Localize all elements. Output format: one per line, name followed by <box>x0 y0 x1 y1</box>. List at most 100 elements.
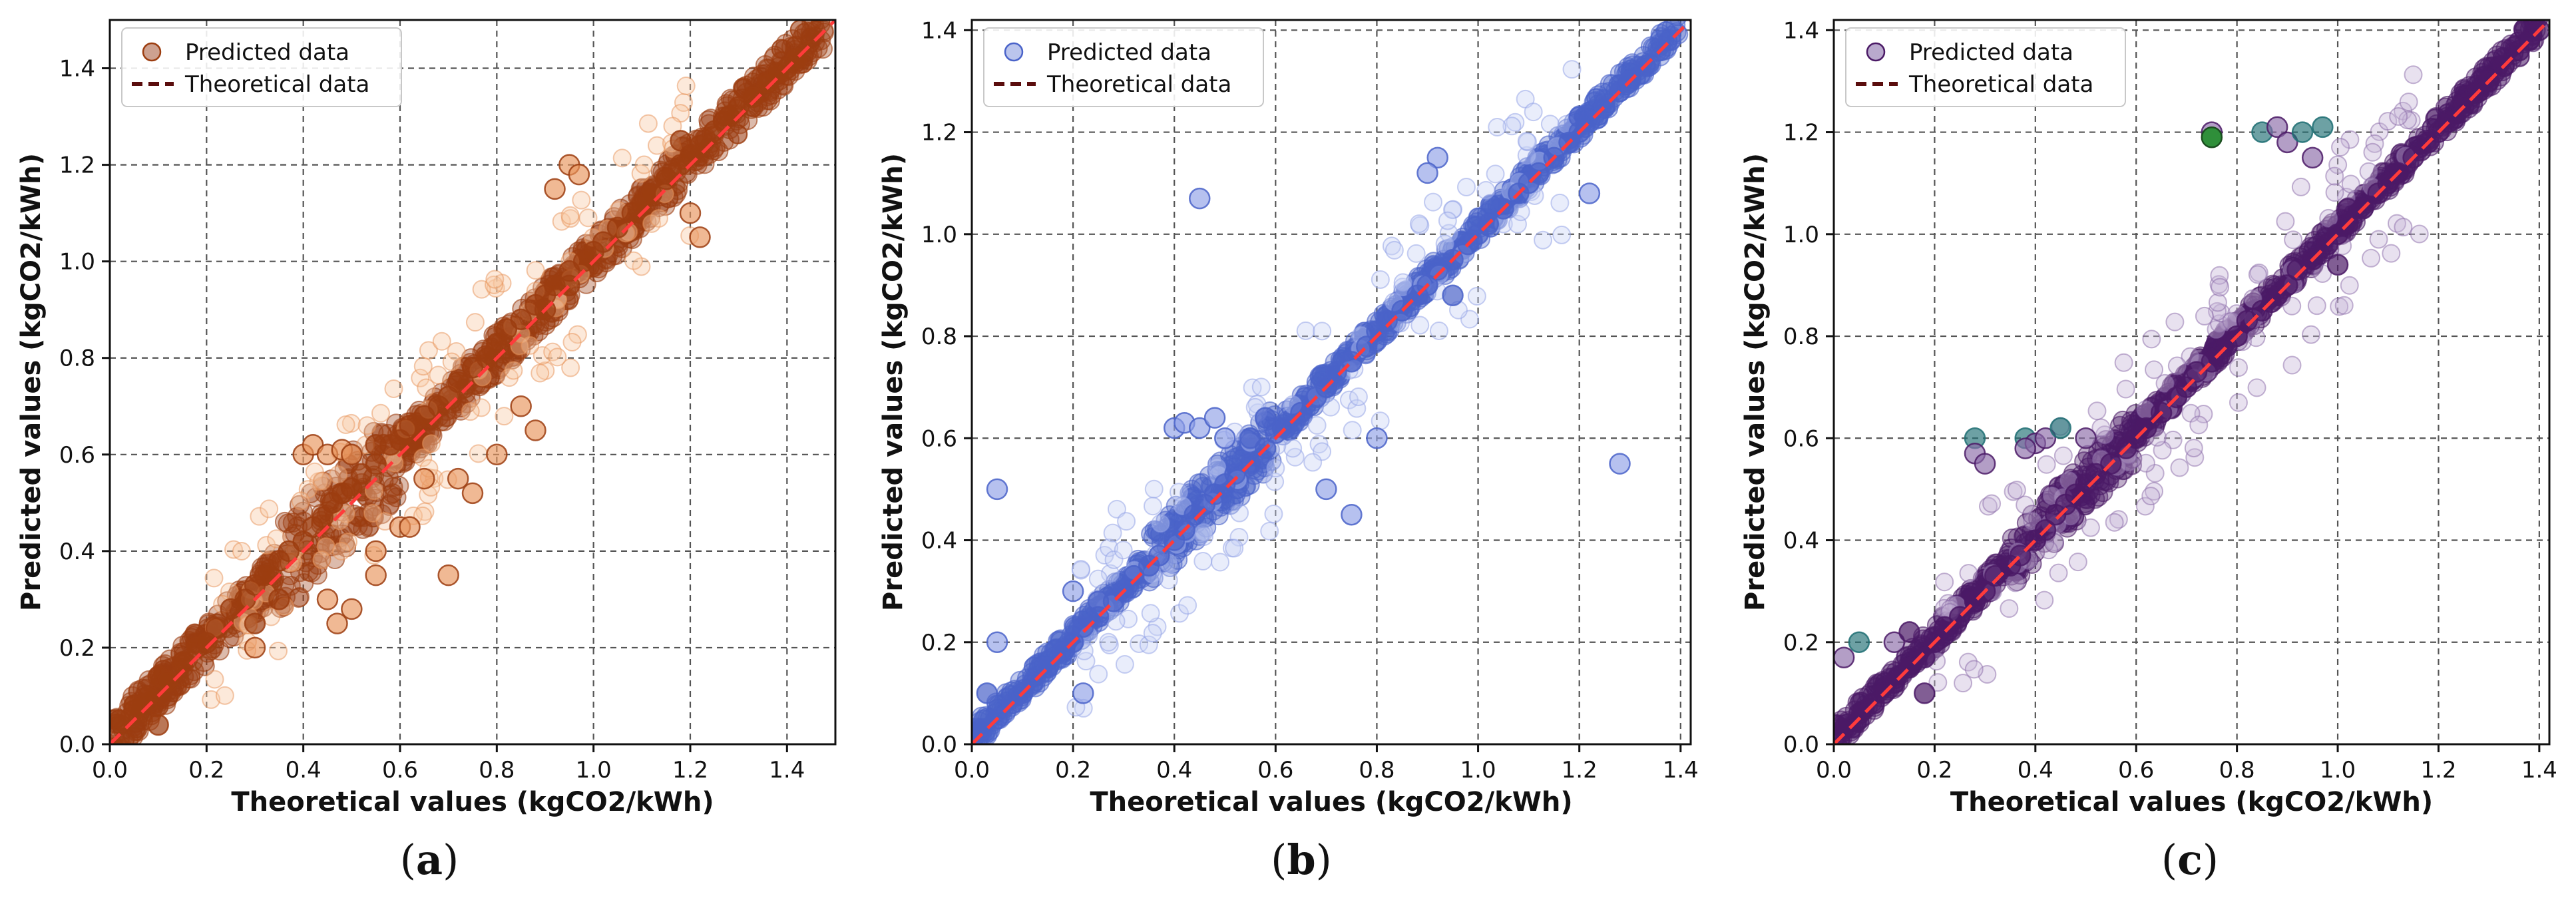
legend-box <box>1845 27 2126 107</box>
scatter-point <box>2211 278 2230 297</box>
scatter-point <box>2053 446 2073 465</box>
caption-b: (b) <box>1271 835 1332 884</box>
x-tick-label: 0.0 <box>954 757 990 784</box>
scatter-point <box>510 395 532 417</box>
legend-marker-predicted <box>1004 42 1024 62</box>
scatter-point <box>1502 116 1522 136</box>
scatter-point <box>1928 673 1948 692</box>
scatter-point <box>123 694 145 717</box>
scatter-point <box>485 275 504 294</box>
y-tick-label: 0.8 <box>921 324 957 350</box>
scatter-point <box>2135 497 2155 516</box>
scatter-point <box>1393 273 1412 292</box>
scatter-point <box>2170 458 2189 477</box>
scatter-point <box>986 478 1008 501</box>
scatter-point <box>1072 682 1094 704</box>
scatter-point <box>357 416 377 435</box>
x-tick-label: 1.2 <box>1562 757 1598 784</box>
scatter-point <box>384 379 403 399</box>
scatter-point <box>2313 264 2332 283</box>
scatter-point <box>521 336 540 355</box>
scatter-point <box>2282 296 2302 316</box>
scatter-point <box>1225 539 1244 558</box>
scatter-point <box>312 551 331 570</box>
scatter-point <box>1467 286 1486 306</box>
x-axis-label: Theoretical values (kgCO2/kWh) <box>1950 787 2433 817</box>
scatter-point <box>472 280 491 299</box>
scatter-point <box>510 308 532 330</box>
scatter-point <box>1568 106 1590 128</box>
scatter-point <box>742 86 764 109</box>
scatter-point <box>1303 453 1323 472</box>
legend-label-theoretical: Theoretical data <box>184 71 369 98</box>
scatter-point <box>2229 358 2249 377</box>
legend-box <box>983 27 1264 107</box>
scatter-point <box>2276 212 2295 231</box>
x-tick-label: 1.0 <box>1460 757 1496 784</box>
scatter-point <box>1349 387 1368 407</box>
y-tick-label: 0.8 <box>1783 324 1819 350</box>
y-tick-label: 0.6 <box>921 425 957 452</box>
scatter-point <box>2189 415 2209 435</box>
scatter-point <box>2141 487 2161 506</box>
scatter-point <box>2359 162 2378 181</box>
scatter-point <box>2362 248 2381 268</box>
scatter-point <box>1260 521 1279 541</box>
scatter-point <box>1207 457 1227 477</box>
scatter-point <box>205 670 224 689</box>
scatter-point <box>429 365 448 385</box>
scatter-point <box>2116 379 2135 399</box>
scatter-point <box>437 564 459 586</box>
scatter-point <box>1071 560 1090 579</box>
scatter-point <box>1429 321 1448 340</box>
y-tick-label: 0.2 <box>921 630 957 656</box>
scatter-point <box>1251 377 1271 397</box>
scatter-point <box>2325 166 2344 186</box>
scatter-point <box>1416 162 1438 184</box>
axes-frame <box>970 19 1692 746</box>
scatter-point <box>495 407 514 426</box>
scatter-point <box>260 499 279 519</box>
scatter-point <box>1343 421 1362 440</box>
scatter-point <box>2325 183 2344 202</box>
y-tick-label: 1.0 <box>59 249 95 276</box>
scatter-point <box>1087 590 1110 612</box>
scatter-point <box>1424 192 1443 212</box>
scatter-point <box>1194 523 1213 542</box>
theoretical-line <box>1834 20 2549 744</box>
y-tick-label: 0.2 <box>59 635 95 662</box>
scatter-point <box>568 163 590 186</box>
scatter-point <box>469 444 488 463</box>
caption-a: (a) <box>399 835 459 884</box>
scatter-point <box>1072 616 1094 638</box>
ticks: 0.0 0.2 0.4 0.6 0.8 1.0 1.2 1.4 0.0 0.2 0.4 0.6 0.8 1… <box>921 17 1699 784</box>
scatter-point <box>2034 427 2057 449</box>
scatter-point <box>1517 132 1536 151</box>
y-axis-label: Predicted values (kgCO2/kWh) <box>1740 153 1771 611</box>
x-tick-label: 1.0 <box>576 757 612 784</box>
scatter-point <box>447 371 469 393</box>
y-tick-label: 0.2 <box>1783 630 1819 656</box>
scatter-point <box>1315 478 1337 501</box>
scatter-point <box>2334 296 2354 315</box>
x-tick-label: 0.8 <box>2219 757 2255 784</box>
scatter-point <box>1371 270 1390 289</box>
theoretical-line <box>972 20 1691 744</box>
scatter-point <box>2006 573 2025 592</box>
scatter-point <box>504 361 523 380</box>
scatter-point <box>2155 373 2175 393</box>
scatter-point <box>442 352 461 371</box>
scatter-point <box>612 148 632 168</box>
scatter-point <box>447 342 466 361</box>
x-tick-label: 0.4 <box>286 757 322 784</box>
scatter-point <box>417 378 436 397</box>
scatter-point <box>647 136 666 155</box>
ticks: 0.0 0.2 0.4 0.6 0.8 1.0 1.2 1.4 0.0 0.2 0.4 0.6 0.8 1… <box>59 56 805 784</box>
y-axis-label: Predicted values (kgCO2/kWh) <box>878 153 909 611</box>
scatter-point <box>2341 174 2360 194</box>
scatter-point <box>2382 244 2401 263</box>
scatter-point <box>1266 459 1285 478</box>
scatter-point <box>2248 265 2267 284</box>
scatter-point <box>204 569 224 588</box>
